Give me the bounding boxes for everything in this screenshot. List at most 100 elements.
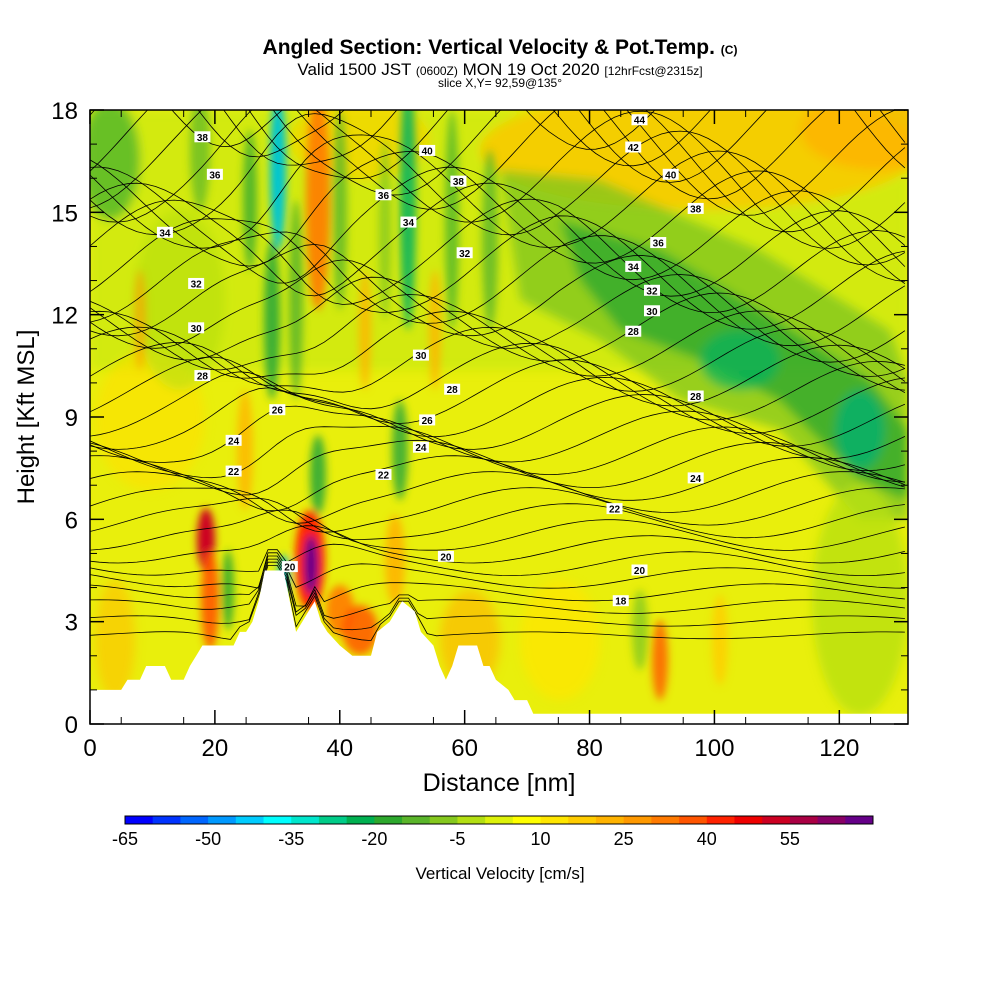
x-tick-label: 60 (451, 735, 478, 762)
terrain-mask (90, 570, 908, 724)
velocity-field (90, 110, 908, 724)
y-tick-label: 6 (65, 507, 78, 534)
theta-label: 32 (459, 249, 471, 260)
theta-label-bg (625, 141, 642, 153)
theta-label: 20 (634, 566, 646, 577)
theta-label: 38 (197, 133, 209, 144)
y-tick-label: 3 (65, 610, 78, 637)
theta-label-bg (188, 322, 205, 334)
theta-contour-line (90, 110, 827, 200)
theta-label: 44 (634, 116, 646, 127)
theta-contour-line (90, 110, 897, 216)
theta-contour-line (90, 387, 906, 460)
theta-label-bg (625, 325, 642, 337)
colorbar-swatch (125, 816, 154, 824)
colorbar-tick-label: -5 (449, 829, 465, 849)
y-tick-label: 15 (51, 200, 78, 227)
theta-label-bg (625, 260, 642, 272)
theta-contour-line (90, 110, 906, 233)
theta-contour-labels: 38 36 34 32 30 28 26 24 22 20 40 38 36 34 32 30 28 26 24 22… (156, 114, 704, 608)
theta-label: 32 (646, 286, 658, 297)
colorbar-swatch (152, 816, 181, 824)
colorbar-swatch (595, 816, 625, 824)
theta-label-bg (643, 305, 660, 317)
colorbar-swatch (208, 816, 237, 824)
colorbar-tick-label: -35 (278, 829, 304, 849)
theta-contour-line (90, 565, 905, 642)
theta-contour-line (223, 110, 906, 183)
colorbar: -65 -50 -35 -20 -5 10 25 40 55 (112, 815, 874, 849)
theta-label-bg (281, 561, 298, 573)
theta-contour-line (90, 552, 905, 589)
y-tick-label: 0 (65, 712, 78, 739)
theta-label-bg (606, 503, 623, 515)
theta-label: 36 (653, 239, 665, 250)
colorbar-tick-label: 40 (697, 829, 717, 849)
theta-label: 32 (191, 279, 203, 290)
theta-label: 36 (378, 191, 390, 202)
theta-contour-line (90, 561, 905, 631)
theta-contour-line (90, 294, 906, 393)
theta-contour-line (90, 243, 906, 363)
theta-label-bg (188, 277, 205, 289)
y-tick-label: 18 (51, 98, 78, 125)
theta-label-bg (375, 189, 392, 201)
theta-contour-line (90, 487, 905, 533)
colorbar-swatch (263, 816, 292, 824)
theta-label-bg (612, 595, 629, 607)
theta-label: 38 (453, 177, 465, 188)
colorbar-tick-label: -50 (195, 829, 221, 849)
colorbar-tick-label: -65 (112, 829, 138, 849)
x-tick-label: 100 (694, 735, 734, 762)
theta-label-bg (412, 349, 429, 361)
x-tick-label: 20 (202, 735, 229, 762)
theta-label-bg (450, 175, 467, 187)
theta-label: 30 (646, 307, 658, 318)
theta-contour-line (90, 198, 906, 314)
theta-contour-line (90, 555, 905, 607)
x-tick-label: 120 (819, 735, 859, 762)
theta-label: 24 (228, 436, 240, 447)
theta-label-bg (643, 284, 660, 296)
theta-label-bg (444, 383, 461, 395)
y-axis-label: Height [Kft MSL] (13, 330, 40, 505)
colorbar-swatch (817, 816, 846, 824)
theta-contours (90, 110, 906, 642)
theta-label: 42 (628, 143, 640, 154)
theta-label-bg (650, 237, 667, 249)
theta-label-bg (456, 247, 473, 259)
theta-label: 28 (690, 392, 702, 403)
theta-label-bg (687, 472, 704, 484)
theta-contour-line (90, 341, 905, 421)
colorbar-swatch (540, 816, 569, 824)
colorbar-tick-label: 10 (531, 829, 551, 849)
theta-contour-line (90, 558, 905, 619)
theta-contour-line (90, 543, 905, 577)
colorbar-swatch (789, 816, 818, 824)
theta-label-bg (400, 216, 417, 228)
title-unit: (C) (720, 43, 738, 57)
colorbar-tick-label: 25 (614, 829, 634, 849)
colorbar-swatch (374, 816, 403, 824)
colorbar-swatch (512, 816, 541, 824)
colorbar-swatch (762, 816, 791, 824)
theta-label: 20 (284, 563, 296, 574)
theta-contour-line (90, 150, 906, 285)
theta-contour-line (90, 310, 906, 392)
colorbar-tick-label: 55 (780, 829, 800, 849)
theta-label: 20 (440, 552, 452, 563)
theta-contour-line (90, 525, 905, 564)
theta-label: 40 (665, 170, 677, 181)
theta-contour-line (90, 182, 906, 297)
x-tick-label: 0 (83, 735, 96, 762)
theta-label-bg (375, 468, 392, 480)
theta-label: 22 (609, 505, 621, 516)
colorbar-swatch (706, 816, 735, 824)
theta-label: 28 (447, 385, 459, 396)
colorbar-swatch (235, 816, 264, 824)
colorbar-swatch (651, 816, 680, 824)
colorbar-swatch (734, 816, 763, 824)
colorbar-swatch (623, 816, 652, 824)
